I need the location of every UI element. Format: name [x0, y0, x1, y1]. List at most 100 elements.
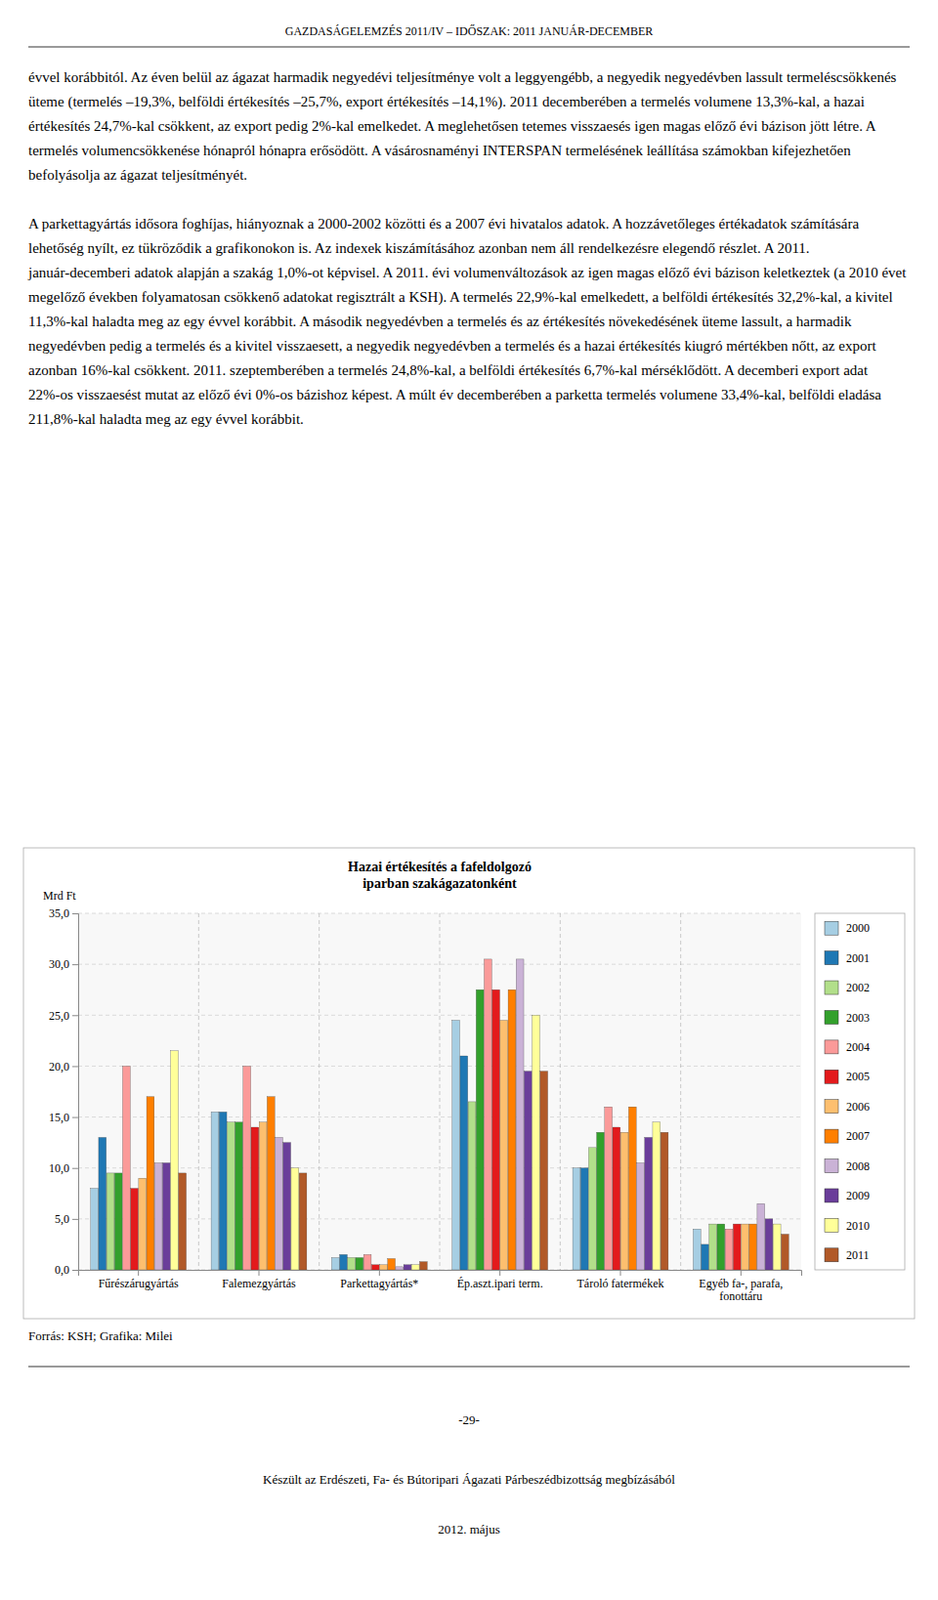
y-tick: 30,0: [48, 957, 79, 972]
grid: [78, 913, 802, 1271]
bar: [395, 1267, 404, 1271]
body-line: negyedévben pedig a termelés és a kivite…: [28, 338, 877, 354]
footer-text: Készült az Erdészeti, Fa- és Bútoripari …: [262, 1472, 676, 1488]
bar: [355, 1257, 364, 1271]
bar: [580, 1168, 589, 1271]
group-divider: [439, 913, 441, 1271]
bar: [347, 1257, 356, 1271]
legend-label: 2007: [846, 1129, 870, 1144]
header-rule: [28, 46, 910, 48]
bar: [403, 1265, 412, 1271]
bar: [419, 1262, 427, 1271]
legend-label: 2009: [846, 1189, 870, 1203]
bar: [637, 1163, 645, 1272]
y-tick-label: 5,0: [54, 1212, 70, 1227]
bar: [90, 1189, 99, 1271]
legend-label: 2003: [846, 1011, 870, 1025]
bar: [692, 1229, 701, 1271]
bar-series: [154, 959, 765, 1271]
y-tick-label: 20,0: [48, 1060, 70, 1074]
bar-series: [98, 1056, 709, 1271]
legend-label: 2005: [846, 1069, 870, 1084]
x-tick-mark: [258, 1270, 260, 1277]
x-tick-label-line: Parkettagyártás*: [340, 1277, 419, 1291]
y-tick: 25,0: [48, 1009, 79, 1024]
bar: [612, 1127, 621, 1271]
bar-series: [178, 1071, 789, 1271]
legend-swatch: [824, 951, 839, 966]
legend: 2000200120022003200420052006200720082009…: [814, 913, 905, 1271]
body-line: 22%-os visszaesést mutat az előző évi 0%…: [28, 386, 882, 403]
x-tick: Parkettagyártás*: [340, 1270, 419, 1291]
legend-swatch: [824, 1040, 839, 1055]
header: GAZDASÁGELEMZÉS 2011/IV – IDŐSZAK: 2011 …: [285, 24, 654, 39]
y-axis: 0,05,010,015,020,025,030,035,0: [48, 906, 80, 1278]
bar: [251, 1127, 259, 1271]
bar: [298, 1173, 307, 1271]
bar: [492, 989, 501, 1271]
bar: [532, 1015, 541, 1271]
x-tick-label: Fűrészárugyártás: [98, 1277, 179, 1291]
legend-swatch: [824, 1129, 839, 1144]
legend-frame: [814, 913, 905, 1271]
y-tick-label: 0,0: [54, 1263, 70, 1278]
legend-swatch: [824, 1010, 839, 1024]
chart-title: Hazai értékesítés a fafeldolgozóiparban …: [347, 859, 532, 892]
body-line: értékesítés 24,7%-kal csökkent, az expor…: [28, 118, 877, 134]
x-tick-label-line: fonottáru: [719, 1289, 763, 1304]
source-note: Forrás: KSH; Grafika: Milei: [28, 1328, 173, 1344]
chart-title-line: Hazai értékesítés a fafeldolgozó: [347, 859, 532, 875]
legend-label: 2001: [846, 951, 870, 966]
bar: [757, 1203, 766, 1271]
group-divider: [318, 913, 320, 1271]
bar: [628, 1107, 637, 1271]
bar-series: [162, 1071, 772, 1271]
group-dividers: [198, 913, 681, 1271]
y-tick-mark: [72, 1117, 79, 1119]
body-paragraph: évvel korábbitól. Az éven belül az ágaza…: [28, 69, 897, 183]
bar: [130, 1189, 139, 1271]
y-tick: 35,0: [48, 906, 79, 921]
grid-line: [78, 1218, 802, 1220]
legend-label: 2006: [846, 1100, 870, 1114]
y-tick-mark: [72, 913, 79, 915]
bar: [275, 1137, 284, 1271]
bar: [331, 1257, 340, 1271]
bar: [162, 1163, 171, 1272]
legend-swatch: [824, 1100, 839, 1114]
x-tick-mark: [740, 1270, 742, 1277]
bar: [709, 1224, 718, 1271]
group-divider: [680, 913, 682, 1271]
x-axis-line: [79, 1271, 803, 1278]
y-tick-mark: [72, 1219, 79, 1221]
y-tick: 0,0: [54, 1263, 79, 1278]
chart-title-line: iparban szakágazatonként: [362, 876, 517, 892]
x-tick-label-line: Tároló fatermékek: [577, 1277, 665, 1291]
body-line: befolyásolja az ágazat teljesítményét.: [28, 167, 248, 183]
bar-series: [146, 989, 757, 1271]
x-tick-mark: [620, 1270, 622, 1277]
bar: [660, 1132, 669, 1271]
bar-series: [114, 989, 725, 1271]
bar: [170, 1051, 179, 1271]
legend-label: 2000: [846, 921, 870, 936]
y-tick-label: 15,0: [48, 1110, 70, 1125]
x-tick-label: Egyéb fa-, parafa,fonottáru: [698, 1277, 783, 1305]
bar-series: [130, 989, 741, 1271]
body-line: A parkettagyártás idősora foghíjas, hián…: [28, 215, 859, 232]
bar: [452, 1021, 461, 1272]
body-line: 11,3%-kal haladta meg az egy évvel koráb…: [28, 313, 853, 330]
x-tick-mark: [379, 1270, 381, 1277]
y-tick-mark: [72, 1065, 79, 1067]
bar: [243, 1065, 252, 1271]
bar: [483, 959, 492, 1271]
footer-text: -29-: [458, 1412, 480, 1428]
bar: [266, 1097, 275, 1271]
body-line: megelőző években folyamatosan csökkenő a…: [28, 289, 894, 306]
body-line: évvel korábbitól. Az éven belül az ágaza…: [28, 69, 897, 86]
x-tick: Ép.aszt.ipari term.: [457, 1270, 544, 1291]
bar: [652, 1122, 661, 1271]
x-tick: Fűrészárugyártás: [98, 1270, 179, 1291]
bar: [226, 1122, 235, 1271]
bar: [218, 1111, 227, 1271]
